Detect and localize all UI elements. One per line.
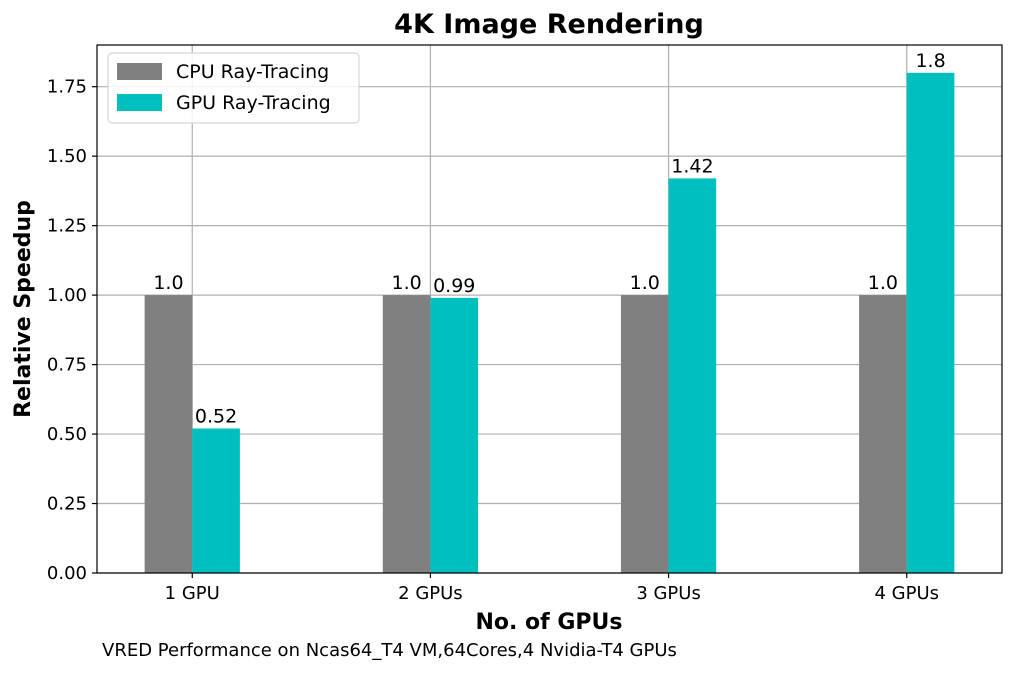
y-tick-label: 0.25 — [47, 494, 87, 515]
bar-cpu-ray-tracing-2 — [382, 295, 431, 573]
x-tick-label: 1 GPU — [165, 583, 220, 604]
x-tick-label: 2 GPUs — [398, 583, 463, 604]
bar-value-label: 1.0 — [153, 272, 183, 294]
data-labels-layer: 1.0 1.0 1.0 1.0 0.52 0.99 1.42 1.8 — [153, 50, 945, 428]
x-tick-label: 3 GPUs — [636, 583, 701, 604]
x-tick-label: 4 GPUs — [874, 583, 939, 604]
bars-layer — [144, 72, 955, 574]
chart-title: 4K Image Rendering — [394, 9, 704, 40]
y-tick-label: 1.00 — [47, 285, 87, 306]
legend-swatch — [117, 63, 162, 80]
chart-caption: VRED Performance on Ncas64_T4 VM,64Cores… — [102, 640, 677, 661]
bar-gpu-ray-tracing-2 — [430, 297, 479, 573]
y-tick-label: 0.50 — [47, 424, 87, 445]
y-tick-label: 0.00 — [47, 563, 87, 584]
bar-cpu-ray-tracing-1 — [144, 295, 193, 573]
bar-value-label: 1.8 — [915, 50, 945, 72]
legend-label: GPU Ray-Tracing — [176, 92, 331, 114]
y-tick-label: 0.75 — [47, 355, 87, 376]
y-tick-label: 1.50 — [47, 146, 87, 167]
bar-gpu-ray-tracing-3 — [668, 178, 717, 574]
bar-value-label: 0.52 — [195, 405, 237, 427]
bar-value-label: 1.42 — [671, 155, 713, 177]
ticks-layer: 0.00 0.25 0.50 0.75 1.00 1.25 1.50 1.75 1 GPU 2 G… — [47, 77, 939, 604]
bar-value-label: 1.0 — [391, 272, 421, 294]
bar-value-label: 0.99 — [433, 275, 475, 297]
x-axis-label: No. of GPUs — [475, 610, 622, 635]
y-tick-label: 1.75 — [47, 77, 87, 98]
bar-cpu-ray-tracing-3 — [620, 295, 669, 573]
y-tick-label: 1.25 — [47, 216, 87, 237]
bar-gpu-ray-tracing-4 — [906, 72, 955, 573]
legend-box — [107, 52, 360, 124]
legend-label: CPU Ray-Tracing — [176, 61, 329, 83]
y-axis-label: Relative Speedup — [11, 200, 36, 418]
bar-gpu-ray-tracing-1 — [192, 428, 240, 573]
bar-value-label: 1.0 — [868, 272, 898, 294]
plot-frame — [96, 44, 1003, 574]
bar-cpu-ray-tracing-4 — [859, 295, 907, 573]
legend: CPU Ray-Tracing GPU Ray-Tracing — [107, 52, 360, 124]
bar-value-label: 1.0 — [630, 272, 660, 294]
legend-swatch — [117, 94, 162, 111]
